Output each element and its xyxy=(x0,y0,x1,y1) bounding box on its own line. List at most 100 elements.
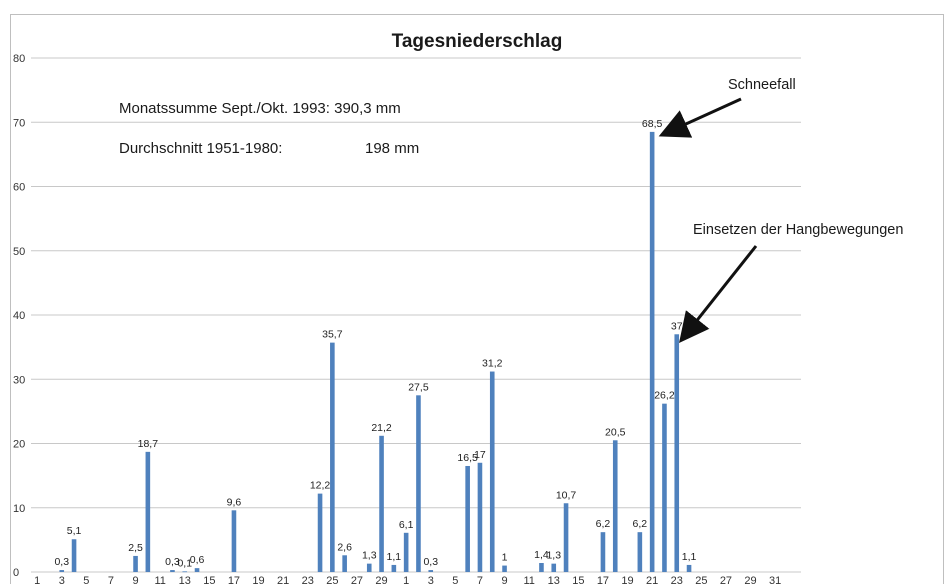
bar-value-label: 6,1 xyxy=(399,519,414,531)
x-tick-label: 3 xyxy=(59,575,65,584)
x-tick-label: 11 xyxy=(154,575,165,584)
bar xyxy=(563,503,569,572)
bar xyxy=(379,435,384,572)
bar xyxy=(133,555,138,572)
x-tick-label: 31 xyxy=(769,575,781,584)
bar-value-label: 0,6 xyxy=(190,554,205,566)
chart-title: Tagesniederschlag xyxy=(392,31,563,52)
bar xyxy=(477,462,483,572)
bar xyxy=(182,571,188,573)
bar-value-label: 0,3 xyxy=(165,556,180,568)
bar-value-label: 0,3 xyxy=(54,556,69,568)
x-tick-label: 17 xyxy=(228,575,240,584)
bar-value-label: 68,5 xyxy=(642,118,663,130)
bar-value-label: 9,6 xyxy=(227,496,242,508)
bar xyxy=(194,568,200,572)
x-tick-label: 27 xyxy=(351,575,363,584)
bar-value-label: 10,7 xyxy=(556,489,577,501)
annotation-schneefall: Schneefall xyxy=(728,77,796,93)
x-tick-label: 23 xyxy=(671,575,683,584)
monthly-total-note: Monatssumme Sept./Okt. 1993: 390,3 mm xyxy=(119,100,401,117)
x-tick-label: 3 xyxy=(428,575,434,584)
x-tick-label: 13 xyxy=(548,575,560,584)
y-tick-label: 70 xyxy=(13,117,25,129)
bar-value-label: 12,2 xyxy=(310,480,331,492)
bar-value-label: 21,2 xyxy=(371,422,392,434)
x-tick-label: 9 xyxy=(501,575,507,584)
data-labels: 0,35,12,518,70,30,10,69,612,235,72,61,32… xyxy=(54,118,696,569)
x-tick-label: 13 xyxy=(179,575,191,584)
bar-value-label: 5,1 xyxy=(67,525,82,537)
x-tick-label: 5 xyxy=(452,575,458,584)
arrow-schneefall xyxy=(658,97,742,138)
bar xyxy=(612,440,618,572)
bar-value-label: 0,3 xyxy=(423,556,438,568)
bar-value-label: 6,2 xyxy=(596,518,611,530)
x-tick-label: 25 xyxy=(695,575,707,584)
bar-value-label: 1 xyxy=(502,552,508,564)
bar-value-label: 0,1 xyxy=(177,557,192,569)
x-tick-label: 11 xyxy=(523,575,534,584)
bar xyxy=(465,465,470,572)
bar-value-label: 18,7 xyxy=(138,438,159,450)
bar-value-label: 1,4 xyxy=(534,549,549,561)
bar-value-label: 26,2 xyxy=(654,390,675,402)
arrow-hangbewegungen xyxy=(679,245,758,343)
bar xyxy=(366,563,372,572)
y-tick-label: 40 xyxy=(13,310,25,322)
bar xyxy=(330,342,335,572)
bar-value-label: 2,5 xyxy=(128,542,143,554)
bar xyxy=(489,371,495,572)
x-tick-label: 7 xyxy=(108,575,114,584)
annotation-hangbewegungen: Einsetzen der Hangbewegungen xyxy=(693,222,903,238)
x-axis-ticks: 1 3 5 7 9 11 13 15 17 19 21 23 25 27 29 1 3 5 7 9 11 13 15 17 19… xyxy=(34,575,781,584)
bar xyxy=(600,532,606,572)
bar-value-label: 31,2 xyxy=(482,358,503,370)
x-tick-label: 27 xyxy=(720,575,732,584)
x-tick-label: 21 xyxy=(277,575,289,584)
x-tick-label: 1 xyxy=(403,575,409,584)
bar xyxy=(416,395,421,572)
bars xyxy=(59,131,692,573)
x-tick-label: 5 xyxy=(83,575,89,584)
x-tick-label: 7 xyxy=(477,575,483,584)
bar-value-label: 2,6 xyxy=(337,541,352,553)
bar-value-label: 1,1 xyxy=(682,551,697,563)
bar-value-label: 37 xyxy=(671,320,683,332)
bar xyxy=(539,563,544,572)
bar-value-label: 6,2 xyxy=(633,518,648,530)
bar xyxy=(674,334,680,572)
y-axis-ticks: 0 10 20 30 40 50 60 70 80 xyxy=(13,53,25,579)
x-tick-label: 29 xyxy=(744,575,756,584)
x-tick-label: 15 xyxy=(203,575,215,584)
y-tick-label: 0 xyxy=(13,567,19,579)
bar xyxy=(59,570,65,572)
x-tick-label: 17 xyxy=(597,575,609,584)
gridlines xyxy=(31,57,801,573)
average-note-value: 198 mm xyxy=(365,140,419,157)
x-tick-label: 19 xyxy=(621,575,633,584)
bar-value-label: 1,1 xyxy=(387,551,402,563)
bar-value-label: 17 xyxy=(474,449,486,461)
bar-value-label: 27,5 xyxy=(408,381,429,393)
x-tick-label: 15 xyxy=(572,575,584,584)
annotations: Schneefall Einsetzen der Hangbewegungen xyxy=(658,77,903,343)
x-tick-label: 9 xyxy=(132,575,138,584)
x-tick-label: 29 xyxy=(375,575,387,584)
bar xyxy=(231,510,237,572)
bar-value-label: 1,3 xyxy=(362,550,377,562)
bar-value-label: 35,7 xyxy=(322,329,343,341)
y-tick-label: 30 xyxy=(13,374,25,386)
y-tick-label: 80 xyxy=(13,53,25,65)
y-tick-label: 20 xyxy=(13,439,25,451)
x-tick-label: 21 xyxy=(646,575,658,584)
x-tick-label: 25 xyxy=(326,575,338,584)
bar xyxy=(317,493,323,572)
bar xyxy=(686,564,692,572)
bar-value-label: 1,3 xyxy=(546,550,561,562)
average-note-label: Durchschnitt 1951-1980: xyxy=(119,140,282,157)
bar xyxy=(170,570,175,572)
x-tick-label: 19 xyxy=(252,575,264,584)
